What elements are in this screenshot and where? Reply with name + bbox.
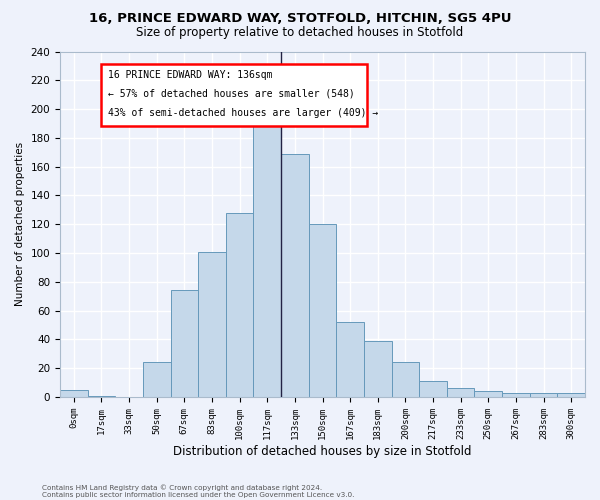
Text: Size of property relative to detached houses in Stotfold: Size of property relative to detached ho…: [136, 26, 464, 39]
Bar: [281, 154, 308, 397]
Bar: [226, 212, 253, 397]
Bar: [502, 392, 530, 397]
Text: Contains HM Land Registry data © Crown copyright and database right 2024.: Contains HM Land Registry data © Crown c…: [42, 484, 322, 491]
Text: ← 57% of detached houses are smaller (548): ← 57% of detached houses are smaller (54…: [109, 89, 355, 99]
Bar: [198, 252, 226, 397]
Bar: [88, 396, 115, 397]
FancyBboxPatch shape: [101, 64, 367, 126]
Bar: [392, 362, 419, 397]
Bar: [60, 390, 88, 397]
Bar: [530, 392, 557, 397]
Bar: [170, 290, 198, 397]
Bar: [143, 362, 170, 397]
Text: 16 PRINCE EDWARD WAY: 136sqm: 16 PRINCE EDWARD WAY: 136sqm: [109, 70, 273, 80]
Text: 16, PRINCE EDWARD WAY, STOTFOLD, HITCHIN, SG5 4PU: 16, PRINCE EDWARD WAY, STOTFOLD, HITCHIN…: [89, 12, 511, 26]
Text: 43% of semi-detached houses are larger (409) →: 43% of semi-detached houses are larger (…: [109, 108, 379, 118]
Bar: [253, 116, 281, 397]
Bar: [475, 391, 502, 397]
Text: Contains public sector information licensed under the Open Government Licence v3: Contains public sector information licen…: [42, 492, 355, 498]
Bar: [447, 388, 475, 397]
X-axis label: Distribution of detached houses by size in Stotfold: Distribution of detached houses by size …: [173, 444, 472, 458]
Y-axis label: Number of detached properties: Number of detached properties: [15, 142, 25, 306]
Bar: [364, 341, 392, 397]
Bar: [419, 381, 447, 397]
Bar: [337, 322, 364, 397]
Bar: [308, 224, 337, 397]
Bar: [557, 392, 585, 397]
